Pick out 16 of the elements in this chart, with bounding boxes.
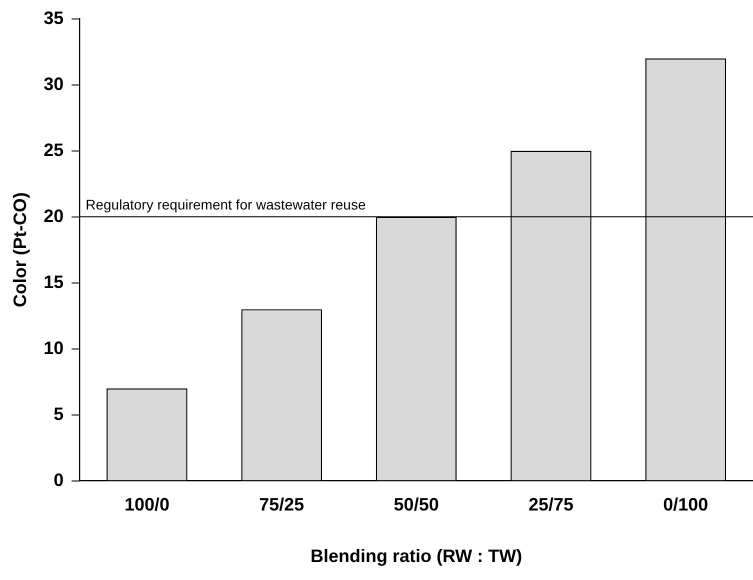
y-tick-label: 30 bbox=[44, 74, 64, 94]
y-tick-label: 10 bbox=[44, 338, 64, 358]
y-tick-label: 5 bbox=[54, 404, 64, 424]
ref-line-label: Regulatory requirement for wastewater reuse bbox=[86, 196, 366, 213]
y-tick-label: 20 bbox=[44, 206, 64, 226]
y-tick-label: 15 bbox=[44, 272, 64, 292]
y-tick-label: 35 bbox=[44, 8, 64, 28]
y-tick-label: 25 bbox=[44, 140, 64, 160]
x-tick-label: 75/25 bbox=[259, 494, 304, 515]
x-tick-label: 100/0 bbox=[124, 494, 170, 515]
x-axis-title: Blending ratio (RW : TW) bbox=[310, 546, 522, 566]
y-tick-label: 0 bbox=[54, 470, 64, 490]
y-axis-title: Color (Pt-CO) bbox=[10, 192, 30, 308]
x-tick-label: 0/100 bbox=[663, 494, 708, 515]
x-tick-label: 50/50 bbox=[394, 494, 439, 515]
x-tick-label: 25/75 bbox=[528, 494, 574, 515]
